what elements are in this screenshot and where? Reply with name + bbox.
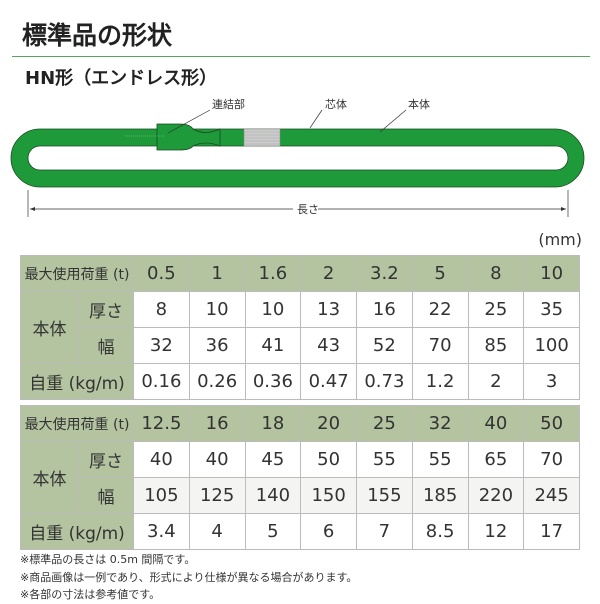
thickness-cell: 55 [411,441,469,478]
label-body: 本体 [408,97,430,111]
thickness-cell: 22 [411,291,469,328]
thickness-cell: 50 [300,441,357,478]
thickness-row: 本体 厚さ 8 10 10 13 16 22 25 35 [20,291,580,364]
sling-diagram: 連結部 芯体 本体 長さ [10,97,585,217]
weight-cell: 17 [523,513,580,550]
sling-loop [10,128,585,188]
width-cell: 185 [411,477,469,514]
width-cell: 245 [523,477,580,514]
load-cell: 20 [300,405,357,442]
thickness-cell: 40 [188,441,246,478]
load-cell: 25 [356,405,413,442]
load-cell: 32 [411,405,469,442]
thickness-label: 厚さ [78,291,134,328]
width-cell: 140 [244,477,302,514]
weight-cell: 5 [244,513,302,550]
weight-row: 自重 (kg/m) 3.4 4 5 6 7 8.5 12 17 [20,513,580,550]
note: ※各部の寸法は参考値です。 [20,588,161,601]
label-core: 芯体 [325,97,347,111]
width-row: 幅 32 36 41 43 52 70 85 100 [21,327,580,364]
unit-label: (mm) [538,230,582,249]
width-cell: 105 [133,477,190,514]
weight-label: 自重 (kg/m) [20,513,134,550]
weight-cell: 0.16 [133,363,190,400]
note: ※標準品の長さは 0.5m 間隔です。 [20,553,196,566]
body-label: 本体 [20,291,79,364]
title-divider [12,56,590,57]
core-part [243,128,281,147]
load-cell: 1 [188,255,246,292]
width-cell: 36 [188,327,246,364]
load-cell: 8 [467,255,525,292]
section-subtitle: HN形（エンドレス形） [25,68,218,89]
load-cell: 5 [411,255,469,292]
thickness-cell: 65 [467,441,525,478]
width-label: 幅 [78,477,134,514]
width-row: 幅 105 125 140 150 155 185 220 245 [21,477,580,514]
width-cell: 41 [244,327,302,364]
thickness-cell: 40 [133,441,190,478]
width-cell: 85 [467,327,525,364]
thickness-cell: 10 [244,291,302,328]
weight-cell: 0.47 [300,363,357,400]
notes: ※標準品の長さは 0.5m 間隔です。 ※商品画像は一例であり、形式により仕様が… [20,551,357,604]
weight-label: 自重 (kg/m) [20,363,134,400]
page-title: 標準品の形状 [22,21,173,50]
label-joint: 連結部 [212,97,245,111]
weight-cell: 12 [467,513,525,550]
load-row: 最大使用荷重 (t) 0.5 1 1.6 2 3.2 5 8 10 [20,255,580,292]
thickness-label: 厚さ [78,441,134,478]
load-cell: 0.5 [133,255,190,292]
width-cell: 150 [300,477,357,514]
weight-cell: 0.73 [356,363,413,400]
thickness-cell: 35 [523,291,580,328]
load-cell: 18 [244,405,302,442]
width-cell: 100 [523,327,580,364]
thickness-cell: 25 [467,291,525,328]
width-cell: 43 [300,327,357,364]
note: ※商品画像は一例であり、形式により仕様が異なる場合があります。 [20,570,358,584]
weight-cell: 1.2 [411,363,469,400]
thickness-cell: 8 [133,291,190,328]
width-cell: 70 [411,327,469,364]
thickness-cell: 45 [244,441,302,478]
load-label: 最大使用荷重 (t) [20,255,134,292]
weight-row: 自重 (kg/m) 0.16 0.26 0.36 0.47 0.73 1.2 2 3 [20,363,580,400]
weight-cell: 8.5 [411,513,469,550]
width-cell: 220 [467,477,525,514]
weight-cell: 3.4 [133,513,190,550]
thickness-cell: 55 [356,441,413,478]
load-cell: 12.5 [133,405,190,442]
width-cell: 52 [356,327,413,364]
weight-cell: 2 [467,363,525,400]
width-cell: 155 [356,477,413,514]
load-cell: 1.6 [244,255,302,292]
weight-cell: 6 [300,513,357,550]
load-cell: 50 [523,405,580,442]
load-cell: 40 [467,405,525,442]
load-cell: 16 [188,405,246,442]
thickness-row: 本体 厚さ 40 40 45 50 55 55 65 70 [20,441,580,514]
width-cell: 32 [133,327,190,364]
thickness-cell: 10 [188,291,246,328]
weight-cell: 0.26 [188,363,246,400]
weight-cell: 7 [356,513,413,550]
weight-cell: 3 [523,363,580,400]
thickness-cell: 16 [356,291,413,328]
label-length: 長さ [297,203,319,216]
load-row: 最大使用荷重 (t) 12.5 16 18 20 25 32 40 50 [20,405,580,442]
load-label: 最大使用荷重 (t) [20,405,134,442]
width-cell: 125 [188,477,246,514]
spec-table: 最大使用荷重 (t) 12.5 16 18 20 25 32 40 50 本体 厚さ 40 40 45 5… [20,405,580,550]
body-label: 本体 [20,441,79,514]
width-label: 幅 [78,327,134,364]
load-cell: 2 [300,255,357,292]
spec-table: 最大使用荷重 (t) 0.5 1 1.6 2 3.2 5 8 10 本体 厚さ 8 10 10 13 16 2… [20,255,580,400]
load-cell: 3.2 [356,255,413,292]
load-cell: 10 [523,255,580,292]
weight-cell: 4 [188,513,246,550]
thickness-cell: 70 [523,441,580,478]
thickness-cell: 13 [300,291,357,328]
weight-cell: 0.36 [244,363,302,400]
